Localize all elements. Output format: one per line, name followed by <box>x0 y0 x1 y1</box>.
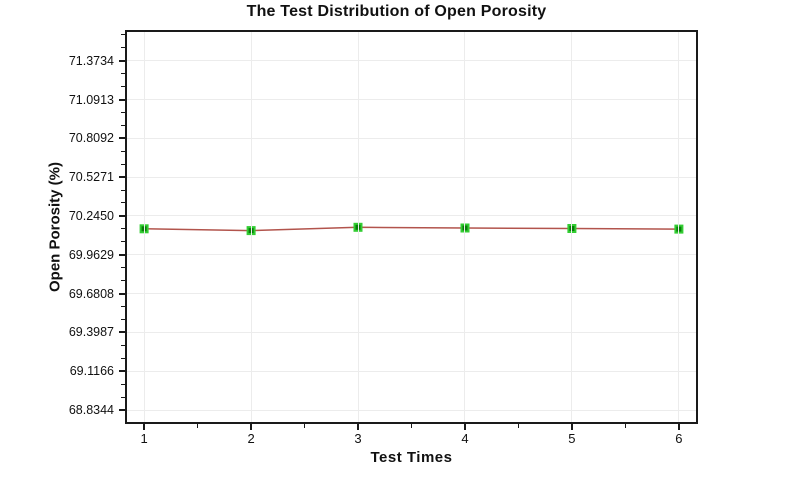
x-tick-label: 3 <box>354 431 362 446</box>
x-gridline <box>571 32 573 422</box>
data-line-series <box>139 222 684 236</box>
x-gridline <box>464 32 466 422</box>
y-tick-mark <box>119 292 125 295</box>
y-gridline <box>127 331 696 333</box>
x-minor-tick-mark <box>197 424 199 428</box>
x-tick-mark <box>357 424 360 430</box>
x-tick-label: 4 <box>461 431 469 446</box>
chart-title: The Test Distribution of Open Porosity <box>246 3 547 20</box>
x-tick-mark <box>677 424 680 430</box>
y-gridline <box>127 409 696 411</box>
y-gridline <box>127 254 696 256</box>
x-tick-label: 5 <box>568 431 576 446</box>
y-minor-tick-mark <box>121 344 125 346</box>
plot-area <box>119 30 698 430</box>
y-gridline <box>127 215 696 217</box>
y-tick-label: 69.6808 <box>68 286 114 301</box>
y-tick-mark <box>119 214 125 217</box>
y-tick-label: 70.5271 <box>68 170 114 185</box>
y-minor-tick-mark <box>121 85 125 87</box>
x-minor-tick-mark <box>517 424 519 428</box>
y-minor-tick-mark <box>121 357 125 359</box>
y-tick-label: 68.8344 <box>68 403 114 418</box>
y-tick-mark <box>119 137 125 140</box>
y-tick-label: 69.1166 <box>69 364 114 379</box>
y-gridline <box>127 293 696 295</box>
y-tick-mark <box>119 59 125 62</box>
x-minor-tick-mark <box>411 424 412 428</box>
y-minor-tick-mark <box>121 228 125 230</box>
y-minor-tick-mark <box>121 73 125 75</box>
x-tick-label: 1 <box>140 431 148 446</box>
y-minor-tick-mark <box>121 124 125 126</box>
y-minor-tick-mark <box>121 34 125 36</box>
x-gridline <box>678 32 680 422</box>
x-tick-mark <box>570 424 573 430</box>
y-minor-tick-mark <box>121 383 125 385</box>
y-minor-tick-mark <box>121 241 125 243</box>
y-gridline <box>127 137 696 139</box>
x-tick-label: 6 <box>675 431 683 446</box>
y-tick-mark <box>119 253 125 256</box>
y-tick-mark <box>119 331 125 334</box>
y-tick-label: 70.8092 <box>68 131 114 146</box>
y-minor-tick-mark <box>121 306 125 308</box>
y-gridline <box>127 176 696 178</box>
y-tick-label: 70.2450 <box>68 208 114 223</box>
y-minor-tick-mark <box>121 163 125 165</box>
x-axis-title: Test Times <box>370 449 453 466</box>
y-gridline <box>127 370 696 372</box>
x-gridline <box>143 32 145 422</box>
y-minor-tick-mark <box>121 280 125 282</box>
y-tick-label: 69.3987 <box>68 325 114 340</box>
x-gridline <box>357 32 359 422</box>
y-tick-label: 69.9629 <box>68 247 114 262</box>
y-minor-tick-mark <box>121 267 125 269</box>
x-tick-mark <box>250 424 253 430</box>
x-minor-tick-mark <box>304 424 306 428</box>
series-line <box>144 226 679 232</box>
y-tick-mark <box>119 409 125 412</box>
x-gridline <box>250 32 252 422</box>
x-tick-mark <box>143 424 146 430</box>
y-minor-tick-mark <box>121 396 125 398</box>
y-minor-tick-mark <box>121 111 125 113</box>
x-minor-tick-mark <box>624 424 626 428</box>
y-minor-tick-mark <box>121 150 125 152</box>
y-tick-label: 71.3734 <box>68 53 114 68</box>
y-minor-tick-mark <box>121 189 125 191</box>
x-tick-label: 2 <box>247 431 255 446</box>
x-tick-mark <box>463 424 466 430</box>
y-tick-mark <box>119 176 125 179</box>
y-gridline <box>127 99 696 101</box>
y-minor-tick-mark <box>121 47 125 49</box>
y-minor-tick-mark <box>121 202 125 204</box>
y-gridline <box>127 60 696 62</box>
y-minor-tick-mark <box>121 318 125 320</box>
y-tick-label: 71.0913 <box>68 92 114 107</box>
y-tick-mark <box>119 370 125 373</box>
y-tick-mark <box>119 98 125 101</box>
